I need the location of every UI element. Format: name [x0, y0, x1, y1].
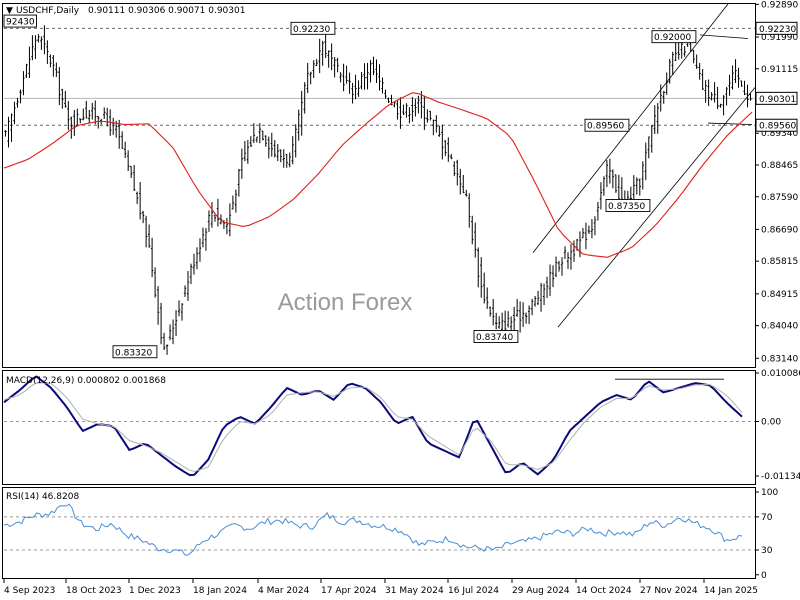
price-candles — [4, 25, 752, 355]
price-annotation-label: 0.83320 — [115, 348, 152, 358]
channel-lower-line — [557, 87, 756, 328]
price-tick-label: 0.87590 — [761, 193, 798, 203]
moving-average — [3, 92, 753, 258]
x-tick-label: 17 Apr 2024 — [321, 586, 377, 596]
x-tick-label: 18 Jan 2024 — [193, 586, 247, 596]
price-y-axis: 0.92890 0.91990 0.91115 0.90301 0.89340 0.884… — [755, 0, 798, 364]
macd-main-line — [3, 375, 743, 477]
rsi-tick-label: 30 — [761, 546, 773, 556]
x-tick-label: 4 Sep 2023 — [4, 586, 55, 596]
rsi-levels — [4, 516, 755, 551]
price-tick-label: 0.88465 — [761, 161, 798, 171]
price-channel — [532, 3, 756, 328]
watermark: Action Forex — [278, 289, 413, 316]
x-tick-label: 4 Mar 2024 — [258, 586, 310, 596]
level-price-tag-label: 0.92230 — [759, 25, 796, 35]
price-annotation-label: 0.89560 — [587, 122, 624, 132]
price-annotation-box — [584, 118, 630, 132]
price-annotation-box — [605, 199, 651, 212]
level-price-tag — [755, 118, 798, 132]
dropdown-arrow-icon[interactable]: ▼ — [6, 6, 13, 16]
macd-lines — [3, 375, 743, 477]
x-tick-label: 27 Nov 2024 — [640, 586, 698, 596]
rsi-line — [3, 503, 743, 556]
rsi-title: RSI(14) 46.8208 — [6, 492, 79, 502]
price-tick-label: 0.84040 — [761, 322, 798, 332]
price-annotation-box — [473, 330, 519, 343]
symbol-label: USDCHF,Daily — [16, 6, 80, 16]
x-tick-label: 14 Oct 2024 — [576, 586, 632, 596]
price-tick-label: 0.92890 — [761, 0, 798, 10]
x-tick-label: 1 Dec 2023 — [129, 586, 181, 596]
macd-signal-line — [3, 382, 743, 472]
price-tick-label: 0.91990 — [761, 33, 798, 43]
rsi-tick-label: 0 — [761, 571, 767, 581]
price-annotation-label: 0.87350 — [608, 202, 645, 212]
price-annotations: 92430 0.92230 0.92000 0.89560 0.87350 0.83320… — [3, 14, 697, 359]
x-tick-label: 16 Jul 2024 — [448, 586, 499, 596]
x-tick-label: 29 Aug 2024 — [512, 586, 570, 596]
price-annotation-box — [651, 30, 697, 44]
price-annotation-box — [290, 21, 336, 35]
rsi-series-line — [3, 503, 743, 556]
price-annotation-label: 0.83740 — [476, 333, 513, 343]
macd-tick-label: 0.010086 — [761, 369, 800, 379]
rsi-tick-label: 70 — [761, 513, 773, 523]
macd-tick-label: -0.011342 — [761, 472, 800, 482]
level-price-tag — [755, 21, 798, 35]
price-annotation-label: 92430 — [6, 18, 35, 28]
price-tick-label: 0.86690 — [761, 225, 798, 235]
price-panel-frame — [2, 3, 756, 368]
price-tick-label: 0.84915 — [761, 290, 798, 300]
price-annotation-label: 0.92230 — [293, 25, 330, 35]
macd-tick-label: 0.00 — [761, 417, 781, 427]
ohlc-label: 0.90111 0.90306 0.90071 0.90301 — [88, 6, 245, 16]
price-levels — [4, 27, 755, 126]
price-tick-label: 0.91115 — [761, 65, 798, 75]
price-annotation-label: 0.92000 — [654, 33, 691, 43]
top-trendline — [699, 34, 749, 39]
macd-y-axis: 0.010086 0.00 -0.011342 — [755, 369, 800, 482]
macd-panel-frame — [2, 370, 756, 485]
moving-average-line — [3, 92, 753, 258]
rsi-tick-label: 100 — [761, 488, 778, 498]
rsi-panel-frame — [2, 487, 756, 579]
price-annotation-box — [3, 14, 37, 28]
support-trendline — [707, 122, 753, 125]
level-price-tag-label: 0.90301 — [759, 95, 796, 105]
level-price-tag-label: 0.89560 — [759, 122, 796, 132]
price-tick-label: 0.85815 — [761, 257, 798, 267]
x-tick-label: 31 May 2024 — [385, 586, 444, 596]
price-tick-label: 0.83140 — [761, 354, 798, 364]
price-tick-label: 0.89340 — [761, 129, 798, 139]
rsi-y-axis: 100 70 30 0 — [755, 488, 778, 581]
x-tick-label: 18 Oct 2023 — [66, 586, 122, 596]
x-axis: 4 Sep 2023 18 Oct 2023 1 Dec 2023 18 Jan 20… — [3, 579, 758, 596]
macd-title: MACD(12,26,9) 0.000802 0.001868 — [6, 376, 166, 386]
x-tick-label: 14 Jan 2025 — [704, 586, 758, 596]
level-price-tag — [755, 91, 798, 105]
price-annotation-box — [112, 345, 158, 359]
channel-upper-line — [532, 3, 729, 253]
